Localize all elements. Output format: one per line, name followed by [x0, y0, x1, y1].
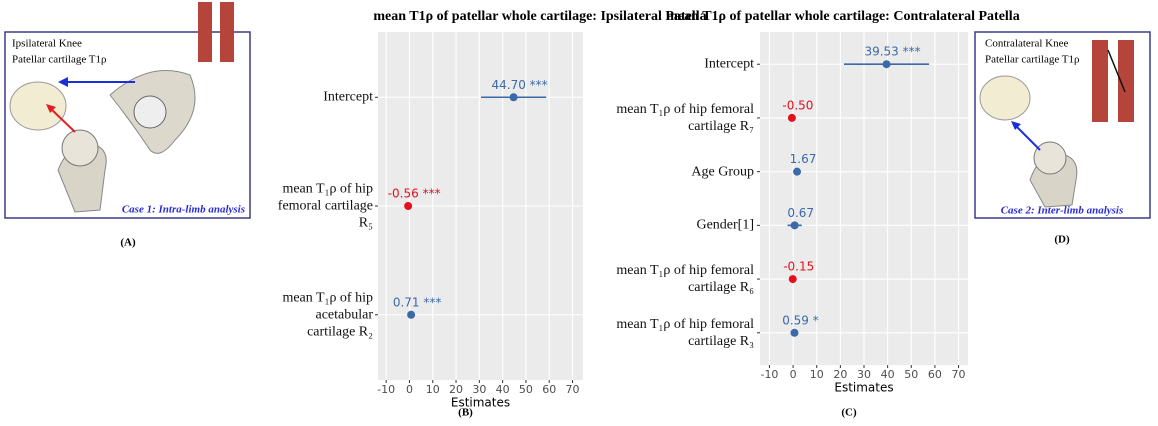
x-tick-label: 20: [833, 368, 847, 381]
point: [509, 93, 518, 102]
value-label: -0.15: [783, 260, 814, 274]
panel-caption: Case 2: Inter-limb analysis: [1001, 205, 1124, 217]
point: [790, 221, 799, 230]
panel-label: (B): [458, 407, 473, 419]
value-label: 1.67: [790, 152, 817, 166]
point: [787, 113, 796, 122]
x-tick-label: 40: [881, 368, 895, 381]
value-label: 0.71 ***: [393, 295, 442, 309]
chart-title: mean T1ρ of patellar whole cartilage: Ip…: [373, 9, 706, 24]
x-tick-label: 10: [810, 368, 824, 381]
leg: [198, 2, 212, 62]
arrow: [49, 107, 76, 133]
x-axis-label: Estimates: [834, 381, 893, 395]
panel-text: Contralateral Knee: [985, 38, 1068, 50]
panel-label: (A): [120, 237, 136, 249]
category-label: Gender[1]: [696, 217, 754, 233]
arrow-head: [1011, 121, 1021, 130]
x-tick-label: 0: [790, 368, 797, 381]
panel-text: Ipsilateral Knee: [12, 38, 82, 50]
arrow-head: [58, 77, 68, 87]
value-label: 0.67: [787, 206, 814, 220]
panel-label: (C): [841, 407, 857, 419]
category-label: mean T₁ρ of hip femoral cartilage R₆: [616, 263, 754, 296]
x-tick-label: 50: [904, 368, 918, 381]
patella: [9, 81, 67, 131]
x-tick-label: 60: [928, 368, 942, 381]
point: [790, 328, 799, 337]
value-label: 44.70 ***: [491, 78, 547, 92]
patella: [979, 75, 1031, 121]
category-label: Age Group: [691, 164, 754, 180]
panel-d: [974, 31, 1151, 219]
leg: [220, 2, 234, 62]
value-label: -0.50: [782, 98, 813, 112]
value-label: 0.59 *: [782, 313, 819, 327]
x-tick-label: 40: [496, 383, 510, 396]
value-label: 39.53 ***: [864, 45, 920, 59]
x-tick-label: 50: [519, 383, 533, 396]
arrow: [1107, 49, 1126, 93]
panel-caption: Case 1: Intra-limb analysis: [122, 204, 245, 216]
category-label: Intercept: [704, 56, 754, 72]
point: [882, 60, 891, 69]
category-label: mean T₁ρ of hip femoral cartilage R₅: [277, 181, 373, 231]
panel-text: Patellar cartilage T1ρ: [12, 54, 107, 66]
leg: [1118, 40, 1134, 122]
x-tick-label: 60: [542, 383, 556, 396]
femoral-head: [1033, 141, 1067, 175]
x-tick-label: 30: [472, 383, 486, 396]
category-label: mean T₁ρ of hip femoral cartilage R₃: [616, 316, 754, 349]
x-tick-label: 0: [406, 383, 413, 396]
point: [404, 202, 413, 210]
point: [407, 310, 416, 319]
x-tick-label: 30: [857, 368, 871, 381]
leg: [1092, 40, 1108, 122]
point: [793, 167, 802, 176]
x-tick-label: 10: [426, 383, 440, 396]
panel-text: Patellar cartilage T1ρ: [985, 54, 1080, 66]
x-tick-label: -10: [377, 383, 395, 396]
arrow-head: [46, 104, 56, 113]
acetabulum: [133, 95, 167, 129]
panel-a: [4, 2, 251, 219]
point: [788, 275, 797, 284]
arrow: [1014, 124, 1041, 151]
x-axis-label: Estimates: [451, 396, 510, 410]
chart-title: mean T1ρ of patellar whole cartilage: Co…: [666, 9, 1019, 24]
category-label: mean T₁ρ of hip femoral cartilage R₇: [616, 101, 754, 134]
x-tick-label: 70: [952, 368, 966, 381]
x-tick-label: 20: [449, 383, 463, 396]
category-label: mean T₁ρ of hip acetabular cartilage R₂: [282, 290, 373, 340]
category-label: Intercept: [323, 89, 373, 105]
panel-label: (D): [1054, 234, 1070, 246]
x-tick-label: 70: [566, 383, 580, 396]
value-label: -0.56 ***: [388, 187, 441, 201]
x-tick-label: -10: [760, 368, 778, 381]
femoral-head: [61, 129, 99, 167]
